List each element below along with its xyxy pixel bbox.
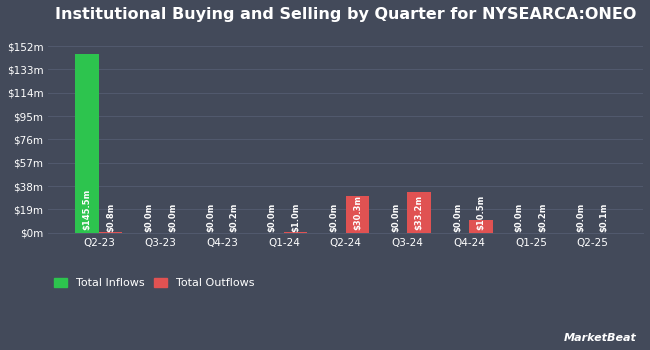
Bar xyxy=(75,54,99,233)
Text: $0.0m: $0.0m xyxy=(144,202,153,232)
Text: $1.0m: $1.0m xyxy=(291,202,300,232)
Text: $0.0m: $0.0m xyxy=(453,202,462,232)
Text: $0.2m: $0.2m xyxy=(229,202,239,232)
Text: $0.8m: $0.8m xyxy=(106,202,115,232)
Text: $0.0m: $0.0m xyxy=(168,202,177,232)
Text: $33.2m: $33.2m xyxy=(415,195,424,230)
Text: $0.1m: $0.1m xyxy=(600,202,609,232)
Text: $10.5m: $10.5m xyxy=(476,195,486,230)
Bar xyxy=(346,196,369,233)
Text: $0.0m: $0.0m xyxy=(515,202,524,232)
Text: $0.0m: $0.0m xyxy=(268,202,277,232)
Text: $0.0m: $0.0m xyxy=(577,202,586,232)
Text: MarketBeat: MarketBeat xyxy=(564,333,637,343)
Text: $0.2m: $0.2m xyxy=(538,202,547,232)
Bar xyxy=(408,192,431,233)
Text: $0.0m: $0.0m xyxy=(330,202,339,232)
Text: $30.3m: $30.3m xyxy=(353,195,362,230)
Text: $0.0m: $0.0m xyxy=(206,202,215,232)
Bar xyxy=(284,232,307,233)
Bar xyxy=(469,220,493,233)
Title: Institutional Buying and Selling by Quarter for NYSEARCA:ONEO: Institutional Buying and Selling by Quar… xyxy=(55,7,636,22)
Text: $145.5m: $145.5m xyxy=(83,189,92,230)
Text: $0.0m: $0.0m xyxy=(391,202,400,232)
Bar xyxy=(99,232,122,233)
Legend: Total Inflows, Total Outflows: Total Inflows, Total Outflows xyxy=(54,278,254,288)
